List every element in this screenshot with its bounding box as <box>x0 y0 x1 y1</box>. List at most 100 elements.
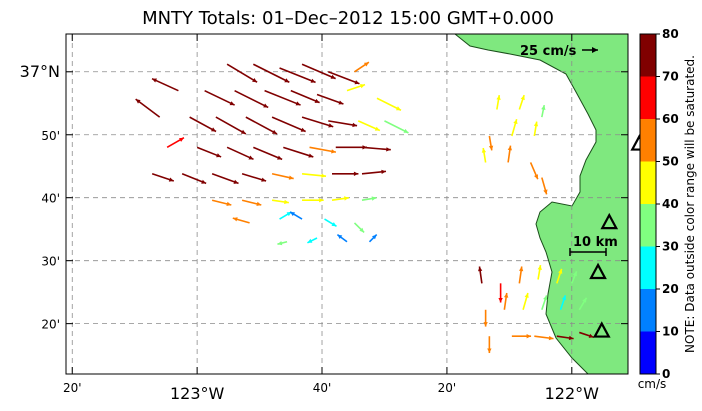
current-vector-head <box>582 297 587 303</box>
current-vector-head <box>488 145 494 151</box>
current-vector-head <box>353 171 359 176</box>
current-vector-head <box>363 62 369 67</box>
coastline-land <box>453 33 629 375</box>
current-vector-head <box>548 335 554 341</box>
current-vector-shaft <box>252 63 290 83</box>
current-vector-27 <box>283 146 314 158</box>
current-vector-head <box>321 173 326 178</box>
current-vector-head <box>248 155 254 160</box>
current-vector-head <box>331 222 337 227</box>
current-vector-head <box>481 148 487 153</box>
current-vector-head <box>520 95 525 101</box>
current-vector-shaft <box>316 93 344 105</box>
colorbar-tick-label-7: 70 <box>662 70 679 84</box>
current-vector-shaft <box>301 116 334 128</box>
current-vector-head <box>290 211 295 217</box>
current-vector-head <box>534 174 538 180</box>
figure-title: MNTY Totals: 01–Dec–2012 15:00 GMT+0.000 <box>142 8 554 29</box>
current-vector-shaft <box>189 116 217 133</box>
lat-tick-label-2: 40' <box>41 192 60 206</box>
current-vector-14 <box>135 98 161 118</box>
current-vector-head <box>233 179 239 184</box>
current-vector-head <box>152 78 157 83</box>
current-vector-32 <box>181 173 207 185</box>
lat-tick-label-1: 50' <box>41 129 60 143</box>
current-vector-head <box>277 155 283 160</box>
current-vector-shaft <box>253 146 283 161</box>
colorbar-unit: cm/s <box>638 377 667 391</box>
colorbar-segments <box>640 34 656 374</box>
colorbar-segment-1 <box>640 289 656 332</box>
speed-scale-label: 25 cm/s <box>520 44 577 59</box>
lon-tick-label-0: 20' <box>63 381 82 395</box>
current-vector-shaft <box>361 146 391 151</box>
current-vector-head <box>483 322 488 327</box>
current-vector-head <box>487 348 492 353</box>
current-vector-62 <box>529 162 539 180</box>
lon-tick-label-1: 123°W <box>170 384 225 403</box>
current-vector-head <box>588 333 594 338</box>
current-vector-head <box>226 201 232 206</box>
current-vector-19 <box>301 116 334 128</box>
current-vector-head <box>232 217 238 222</box>
ocean-area <box>66 34 628 374</box>
colorbar-tick-label-2: 20 <box>662 282 679 296</box>
current-vector-head <box>252 78 258 83</box>
current-vector-shaft <box>226 146 254 161</box>
grid-lines <box>66 34 628 374</box>
current-vector-head <box>308 153 314 158</box>
current-vector-61 <box>507 145 512 163</box>
current-vector-head <box>288 175 294 180</box>
current-vector-40 <box>241 199 262 206</box>
current-vector-31 <box>151 173 175 182</box>
current-vector-37 <box>332 171 359 176</box>
current-vector-head <box>295 101 301 106</box>
current-vector-1 <box>252 63 290 83</box>
colorbar-tick-label-5: 50 <box>662 155 679 169</box>
current-vector-22 <box>384 120 409 134</box>
current-vector-44 <box>361 196 377 202</box>
current-vector-head <box>572 271 577 277</box>
lon-tick-label-3: 20' <box>438 381 457 395</box>
colorbar-tick-label-4: 40 <box>662 197 679 211</box>
current-vector-head <box>229 101 235 106</box>
colorbar-segment-4 <box>640 161 656 204</box>
colorbar-tick-labels: 0 10 20 30 40 50 60 70 80 <box>656 27 679 381</box>
current-vector-head <box>284 199 289 205</box>
current-vector-72 <box>522 292 529 310</box>
current-vector-12 <box>346 83 366 92</box>
current-vector-49 <box>353 222 365 234</box>
current-vector-28 <box>309 146 337 154</box>
colorbar-tick-label-1: 10 <box>662 325 679 339</box>
current-vector-38 <box>361 169 387 175</box>
current-vector-shaft <box>135 98 161 118</box>
current-vector-head <box>354 80 360 85</box>
current-vector-shaft <box>328 120 358 127</box>
current-vector-shaft <box>211 173 239 185</box>
current-vector-head <box>272 129 277 134</box>
current-vector-58 <box>511 118 518 137</box>
current-vector-53 <box>368 234 378 243</box>
current-vector-36 <box>301 172 327 178</box>
current-vector-64 <box>478 266 483 284</box>
current-vector-78 <box>534 335 554 341</box>
current-vector-42 <box>302 198 324 203</box>
current-vectors <box>135 61 594 354</box>
colorbar-segment-5 <box>640 119 656 162</box>
current-vector-20 <box>328 120 358 128</box>
current-vector-head <box>403 128 409 133</box>
current-vector-head <box>338 100 344 105</box>
current-vector-57 <box>488 135 494 151</box>
current-vector-59 <box>533 121 539 137</box>
current-vector-head <box>261 177 267 182</box>
distance-scale: 10 km <box>569 235 618 256</box>
current-vector-shaft <box>151 77 179 92</box>
current-vector-head <box>543 295 548 301</box>
current-vector-54 <box>496 95 501 110</box>
current-vector-71 <box>503 292 509 310</box>
current-vector-shaft <box>264 89 301 106</box>
current-vector-head <box>240 129 246 134</box>
current-vector-head <box>216 153 222 158</box>
lon-tick-label-4: 122°W <box>545 384 600 403</box>
